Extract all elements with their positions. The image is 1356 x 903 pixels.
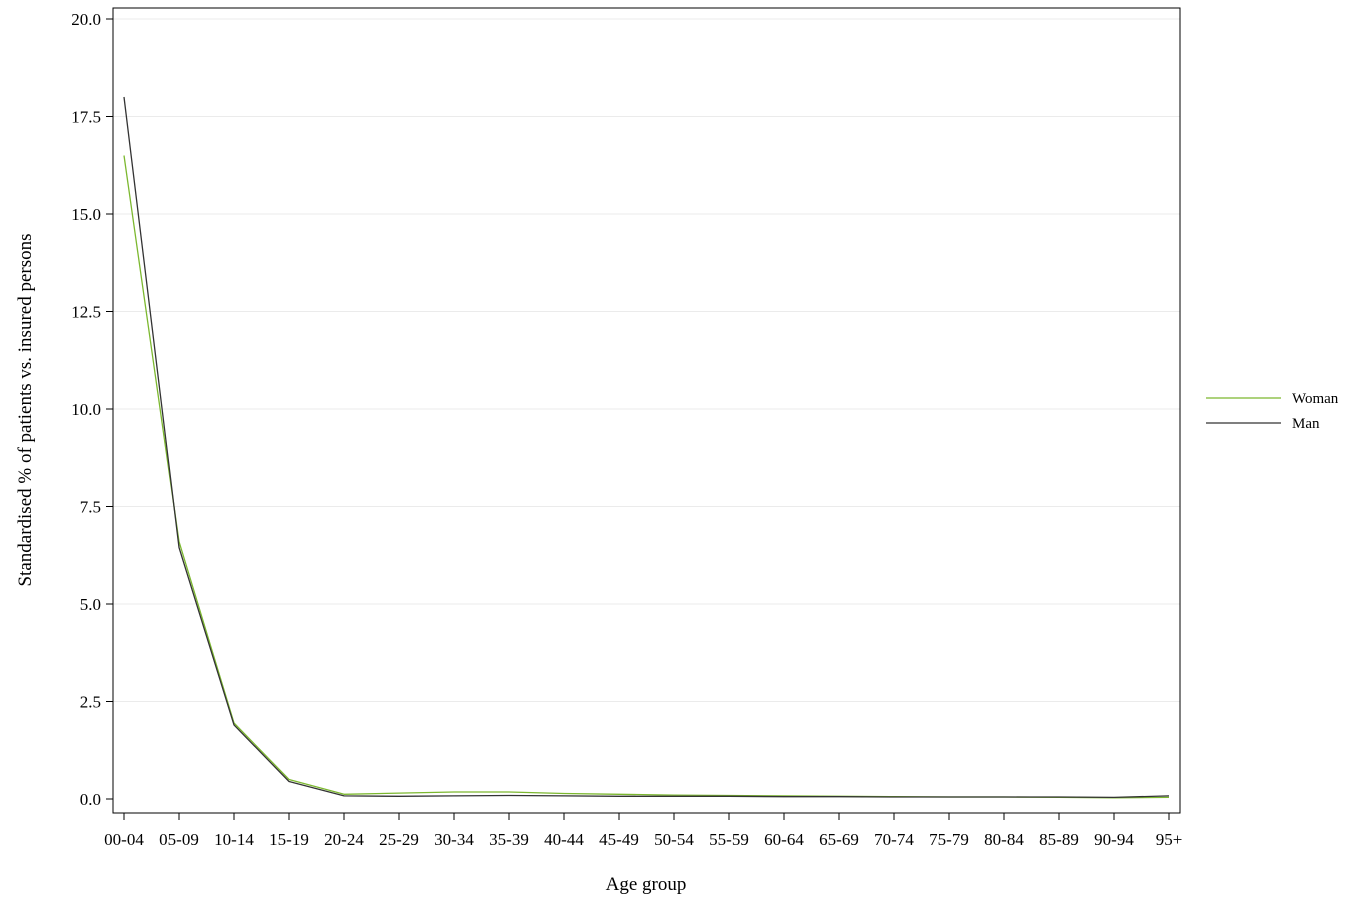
x-axis-title: Age group xyxy=(606,874,687,895)
y-tick-label: 20.0 xyxy=(71,10,101,29)
y-tick-label: 0.0 xyxy=(80,790,101,809)
legend-label-woman: Woman xyxy=(1292,391,1339,407)
x-tick-label: 65-69 xyxy=(819,830,859,849)
x-tick-label: 40-44 xyxy=(544,830,584,849)
x-tick-label: 60-64 xyxy=(764,830,804,849)
x-tick-label: 20-24 xyxy=(324,830,364,849)
x-tick-label: 75-79 xyxy=(929,830,969,849)
x-tick-label: 30-34 xyxy=(434,830,474,849)
x-axis: 00-04 05-09 10-14 15-19 20-24 25-29 30-34 35-39… xyxy=(104,813,1182,849)
x-tick-label: 25-29 xyxy=(379,830,419,849)
y-tick-label: 5.0 xyxy=(80,595,101,614)
series-line-man xyxy=(123,96,1170,799)
x-tick-label: 55-59 xyxy=(709,830,749,849)
x-tick-label: 80-84 xyxy=(984,830,1024,849)
legend-label-man: Man xyxy=(1292,416,1320,432)
x-tick-label: 00-04 xyxy=(104,830,144,849)
x-tick-label: 95+ xyxy=(1156,830,1183,849)
x-tick-label: 70-74 xyxy=(874,830,914,849)
gridlines xyxy=(113,18,1180,702)
x-tick-label: 15-19 xyxy=(269,830,309,849)
y-tick-label: 10.0 xyxy=(71,400,101,419)
x-tick-label: 45-49 xyxy=(599,830,639,849)
y-axis: 0.0 2.5 5.0 7.5 10.0 12.5 15.0 17.5 20.0 xyxy=(71,10,113,809)
x-tick-label: 10-14 xyxy=(214,830,254,849)
y-tick-label: 7.5 xyxy=(80,498,101,517)
y-tick-label: 17.5 xyxy=(71,108,101,127)
y-tick-label: 2.5 xyxy=(80,693,101,712)
x-tick-label: 85-89 xyxy=(1039,830,1079,849)
y-axis-title: Standardised % of patients vs. insured p… xyxy=(15,233,36,586)
x-tick-label: 90-94 xyxy=(1094,830,1134,849)
plot-area-frame xyxy=(112,7,1181,814)
legend: Woman Man xyxy=(1206,391,1339,432)
x-tick-label: 35-39 xyxy=(489,830,529,849)
x-tick-label: 05-09 xyxy=(159,830,199,849)
y-tick-label: 12.5 xyxy=(71,303,101,322)
x-tick-label: 50-54 xyxy=(654,830,694,849)
series-lines xyxy=(123,96,1170,799)
y-tick-label: 15.0 xyxy=(71,205,101,224)
